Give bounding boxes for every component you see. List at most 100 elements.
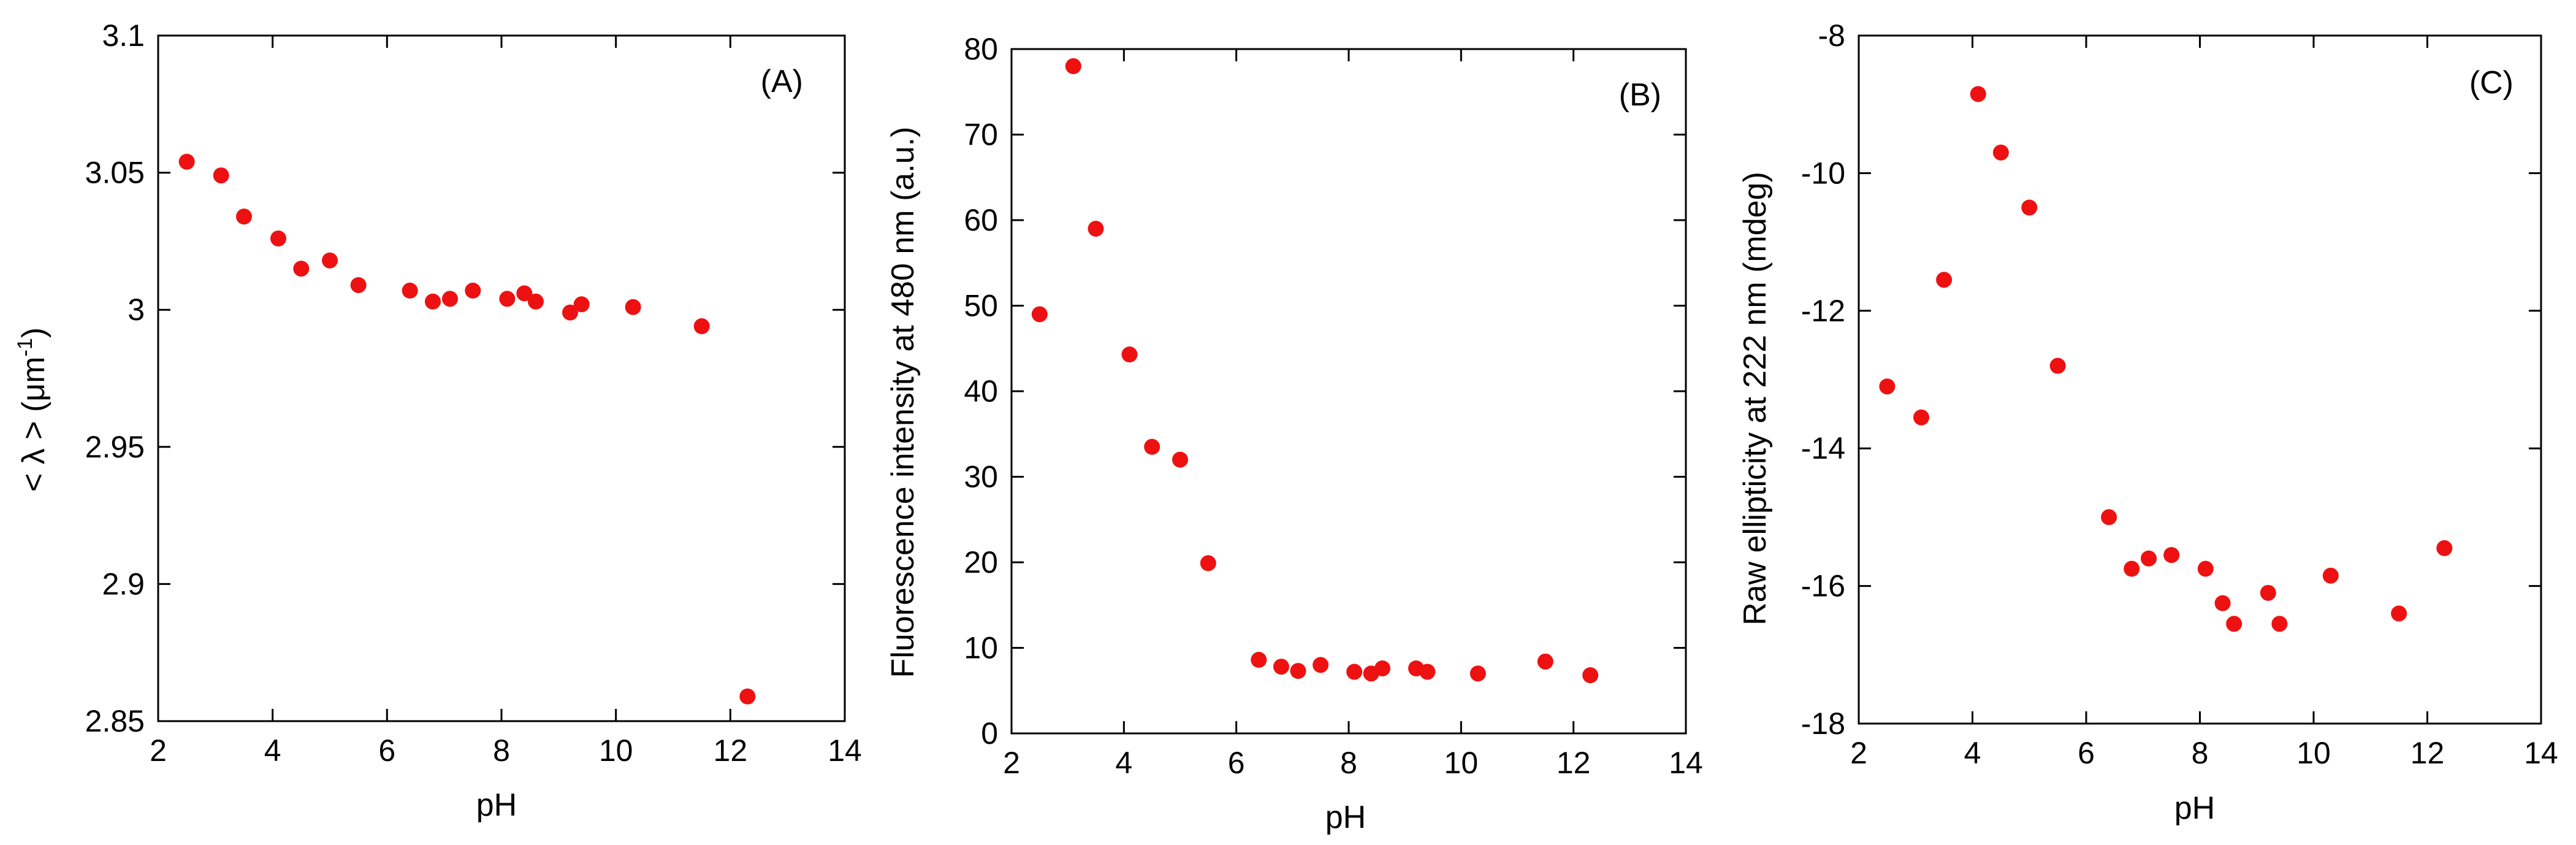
x-tick-label: 2 bbox=[150, 733, 167, 768]
x-tick-label: 14 bbox=[1669, 746, 1703, 780]
data-point bbox=[213, 167, 229, 184]
data-point bbox=[2391, 605, 2407, 622]
data-point bbox=[178, 153, 195, 170]
data-point bbox=[1065, 58, 1081, 74]
data-point bbox=[2124, 560, 2140, 577]
data-point bbox=[2163, 547, 2180, 564]
x-tick-label: 8 bbox=[493, 733, 510, 768]
y-tick-label: -8 bbox=[1818, 18, 1845, 53]
data-point bbox=[1970, 86, 1986, 102]
data-point bbox=[270, 230, 286, 247]
data-point bbox=[2197, 560, 2214, 577]
x-tick-label: 2 bbox=[1850, 736, 1867, 770]
plot-frame bbox=[157, 34, 846, 722]
data-point bbox=[322, 252, 338, 269]
panel-a: (A) pH < λ > (μm-1) 2 4 6 8 10 12 14 2.85 2.9 2.9… bbox=[13, 18, 862, 823]
y-tick-label: 70 bbox=[964, 118, 998, 152]
y-tick-label: 3 bbox=[128, 292, 145, 327]
data-point bbox=[739, 688, 756, 705]
y-axis-label: Raw ellipticity at 222 nm (mdeg) bbox=[1737, 172, 1773, 625]
x-tick-label: 6 bbox=[378, 733, 395, 768]
x-tick-label: 10 bbox=[1444, 746, 1479, 780]
y-tick-label: -16 bbox=[1801, 569, 1845, 603]
panel-label: (A) bbox=[761, 64, 803, 99]
data-point bbox=[425, 293, 441, 310]
y-tick-label: 2.95 bbox=[85, 430, 145, 464]
y-tick-label: 30 bbox=[964, 460, 998, 494]
y-axis-label-main: < λ > (μm bbox=[16, 356, 51, 492]
data-point bbox=[236, 208, 252, 225]
data-point bbox=[2260, 584, 2276, 601]
data-point bbox=[1172, 451, 1188, 468]
y-tick-label: -10 bbox=[1801, 156, 1845, 190]
data-point bbox=[499, 291, 516, 307]
x-tick-label: 12 bbox=[714, 733, 748, 768]
data-point bbox=[402, 282, 418, 299]
data-point bbox=[625, 299, 641, 315]
x-axis-label: pH bbox=[476, 787, 517, 823]
x-tick-label: 10 bbox=[599, 733, 633, 768]
y-tick-label: -14 bbox=[1801, 431, 1845, 465]
y-tick-label: 3.1 bbox=[102, 18, 145, 53]
data-point bbox=[1537, 653, 1553, 670]
data-point bbox=[1144, 438, 1160, 455]
y-tick-label: 80 bbox=[964, 32, 998, 66]
data-point bbox=[2101, 509, 2117, 526]
y-tick-label: 60 bbox=[964, 203, 998, 237]
data-point bbox=[1251, 652, 1267, 668]
data-point bbox=[1121, 346, 1138, 363]
x-tick-label: 6 bbox=[2078, 736, 2095, 770]
x-tick-label: 10 bbox=[2296, 736, 2331, 770]
data-point bbox=[2226, 616, 2243, 632]
y-tick-label: 2.85 bbox=[85, 704, 145, 738]
data-point bbox=[693, 318, 710, 335]
y-tick-label: -18 bbox=[1801, 706, 1845, 741]
data-point bbox=[2271, 616, 2288, 632]
data-point bbox=[516, 285, 533, 302]
plot-frame bbox=[1858, 34, 2542, 725]
y-tick-label: 50 bbox=[964, 289, 998, 323]
y-axis-label: < λ > (μm-1) bbox=[13, 327, 51, 492]
y-tick-label: -12 bbox=[1801, 294, 1845, 328]
data-point bbox=[465, 282, 481, 299]
data-point bbox=[1992, 144, 2009, 161]
y-tick-label: 3.05 bbox=[85, 156, 145, 190]
data-point bbox=[1200, 555, 1216, 572]
data-point bbox=[1419, 663, 1436, 680]
data-point bbox=[1088, 220, 1104, 237]
data-point bbox=[1346, 663, 1363, 680]
x-tick-label: 4 bbox=[1964, 736, 1981, 770]
data-point bbox=[2214, 595, 2231, 611]
data-point bbox=[1936, 272, 1953, 288]
data-point bbox=[1469, 665, 1486, 682]
panel-label: (C) bbox=[2469, 65, 2513, 101]
data-point bbox=[1879, 378, 1896, 395]
x-tick-label: 14 bbox=[828, 733, 862, 768]
x-tick-label: 4 bbox=[264, 733, 281, 768]
data-point bbox=[442, 291, 458, 307]
y-tick-label: 2.9 bbox=[102, 567, 145, 601]
data-point bbox=[528, 293, 544, 310]
y-tick-label: 0 bbox=[981, 716, 998, 751]
y-tick-label: 10 bbox=[964, 631, 998, 665]
data-point bbox=[1913, 409, 1930, 426]
x-tick-label: 12 bbox=[2410, 736, 2445, 770]
data-point bbox=[2021, 199, 2038, 216]
x-tick-label: 12 bbox=[1557, 746, 1591, 780]
x-axis-label: pH bbox=[1325, 800, 1366, 835]
data-point bbox=[293, 261, 310, 277]
panel-label: (B) bbox=[1619, 77, 1661, 113]
y-tick-label: 40 bbox=[964, 374, 998, 408]
panel-c: (C) pH Raw ellipticity at 222 nm (mdeg) … bbox=[1737, 18, 2558, 826]
data-point bbox=[2436, 540, 2453, 556]
data-point bbox=[350, 277, 367, 293]
data-point bbox=[1290, 663, 1306, 679]
data-point bbox=[1313, 657, 1329, 673]
x-tick-label: 14 bbox=[2524, 736, 2558, 770]
data-point bbox=[2049, 358, 2066, 374]
y-axis-label: Fluorescence intensity at 480 nm (a.u.) bbox=[885, 127, 921, 678]
data-point bbox=[1374, 660, 1390, 676]
data-point bbox=[1582, 667, 1599, 684]
data-point bbox=[573, 296, 590, 313]
